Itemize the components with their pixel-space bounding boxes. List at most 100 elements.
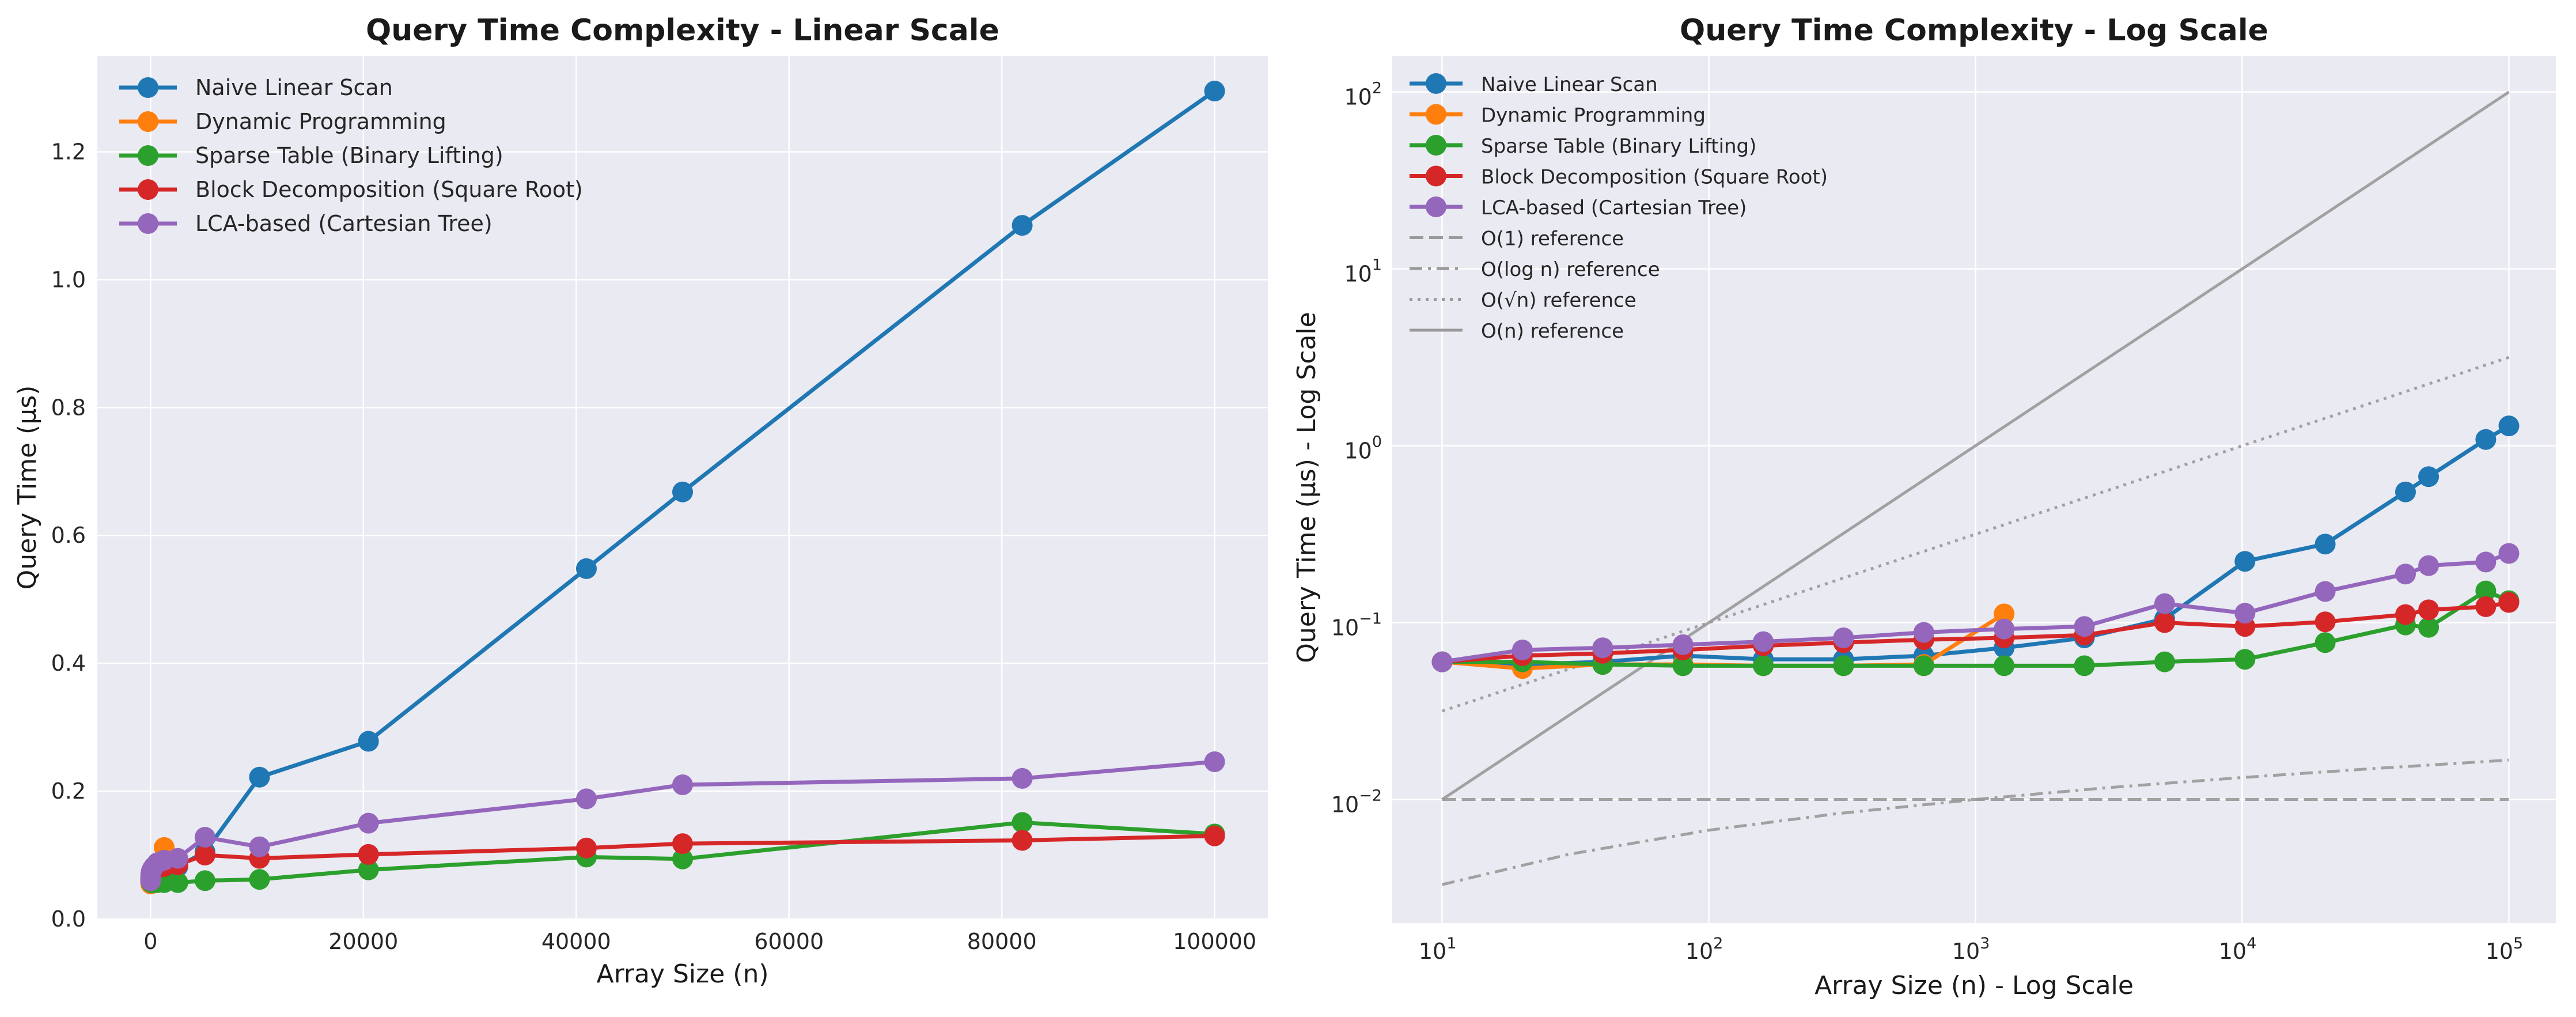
data-point-block-decomposition-square-root (2475, 596, 2497, 617)
data-point-naive-linear-scan (2314, 534, 2336, 555)
legend-entry-naive-linear-scan: Naive Linear Scan (1410, 73, 1658, 96)
y-tick-label: 0.8 (51, 395, 86, 420)
series-group-log (1431, 415, 2520, 679)
legend-label: Dynamic Programming (1481, 104, 1706, 127)
grid-linear (97, 56, 1268, 920)
data-point-lca-based-cartesian-tree (358, 812, 379, 834)
data-point-dynamic-programming (1994, 603, 2015, 625)
legend-label: LCA-based (Cartesian Tree) (1481, 196, 1747, 220)
y-tick-labels-log: 10−2 10−1 100 101 102 (1331, 80, 1382, 818)
y-tick-labels-linear: 0.0 0.2 0.4 0.6 0.8 1.0 1.2 (51, 139, 86, 932)
data-point-sparse-table-binary-lifting (194, 870, 215, 891)
x-tick-label: 80000 (967, 929, 1037, 954)
legend-entry-o-n-reference: O(n) reference (1410, 320, 1624, 343)
series-group-linear (140, 81, 1225, 894)
reference-line-o-n-reference (1441, 90, 2510, 801)
data-point-sparse-table-binary-lifting (358, 859, 379, 880)
legend-entry-lca-based-cartesian-tree: LCA-based (Cartesian Tree) (1410, 196, 1747, 220)
series-line-lca-based-cartesian-tree (1442, 551, 2510, 664)
data-point-lca-based-cartesian-tree (2498, 543, 2520, 564)
data-point-sparse-table-binary-lifting (1753, 655, 1774, 676)
legend-entry-dynamic-programming: Dynamic Programming (119, 109, 446, 134)
legend-entry-block-decomposition-square-root: Block Decomposition (Square Root) (119, 177, 583, 202)
linear-scale-chart: Query Time Complexity - Linear Scale 0 20… (13, 13, 1268, 989)
legend-label: O(n) reference (1481, 320, 1624, 343)
data-point-sparse-table-binary-lifting (2154, 651, 2175, 672)
legend-entry-block-decomposition-square-root: Block Decomposition (Square Root) (1410, 165, 1828, 189)
legend-entry-sparse-table-binary-lifting: Sparse Table (Binary Lifting) (1410, 135, 1756, 158)
legend-entry-sparse-table-binary-lifting: Sparse Table (Binary Lifting) (119, 143, 503, 168)
y-axis-label-log: Query Time (µs) - Log Scale (1292, 312, 1321, 663)
data-point-sparse-table-binary-lifting (2234, 649, 2256, 670)
x-tick-label: 100000 (1173, 929, 1256, 954)
data-point-naive-linear-scan (249, 766, 270, 788)
data-point-lca-based-cartesian-tree (576, 788, 597, 810)
legend-label: O(1) reference (1481, 228, 1624, 251)
data-point-block-decomposition-square-root (2314, 611, 2336, 633)
data-point-sparse-table-binary-lifting (2475, 580, 2497, 602)
legend-label: Naive Linear Scan (1481, 73, 1658, 96)
legend-label: Block Decomposition (Square Root) (195, 177, 583, 202)
x-axis-label-linear: Array Size (n) (596, 959, 768, 989)
legend-label: Naive Linear Scan (195, 75, 393, 100)
legend-marker (1426, 73, 1446, 94)
series-lca-based-cartesian-tree (1431, 543, 2520, 672)
data-point-block-decomposition-square-root (1204, 825, 1225, 846)
data-point-sparse-table-binary-lifting (1994, 655, 2015, 676)
data-point-block-decomposition-square-root (576, 837, 597, 859)
legend-entry-o-log-n-reference: O(log n) reference (1410, 258, 1660, 281)
data-point-sparse-table-binary-lifting (249, 869, 270, 890)
data-point-lca-based-cartesian-tree (194, 827, 215, 848)
data-point-sparse-table-binary-lifting (2418, 617, 2439, 638)
data-point-sparse-table-binary-lifting (1672, 655, 1694, 676)
y-tick-label: 10−2 (1331, 787, 1382, 817)
legend-entry-o-n-reference: O(√n) reference (1410, 289, 1636, 312)
data-point-block-decomposition-square-root (194, 845, 215, 865)
data-point-block-decomposition-square-root (2498, 592, 2520, 613)
chart-title-log: Query Time Complexity - Log Scale (1680, 13, 2268, 48)
data-point-lca-based-cartesian-tree (2234, 603, 2256, 624)
x-tick-label: 60000 (754, 929, 824, 954)
x-tick-label: 40000 (541, 929, 611, 954)
legend-entry-o-1-reference: O(1) reference (1410, 228, 1624, 251)
data-point-block-decomposition-square-root (2154, 612, 2175, 633)
data-point-naive-linear-scan (358, 731, 379, 752)
y-tick-label: 0.4 (51, 651, 86, 676)
data-point-naive-linear-scan (2234, 551, 2256, 572)
data-point-block-decomposition-square-root (2418, 599, 2439, 621)
data-point-sparse-table-binary-lifting (1833, 655, 1854, 676)
data-point-lca-based-cartesian-tree (1512, 640, 1533, 660)
series-lca-based-cartesian-tree (140, 751, 1225, 891)
x-axis-label-log: Array Size (n) - Log Scale (1814, 971, 2134, 1000)
plot-area-log (1392, 56, 2556, 923)
x-tick-label: 102 (1685, 935, 1723, 964)
data-point-lca-based-cartesian-tree (1672, 634, 1694, 655)
data-point-naive-linear-scan (576, 558, 597, 579)
y-tick-label: 0.2 (51, 778, 86, 804)
legend-marker (1426, 196, 1446, 217)
chart-title-linear: Query Time Complexity - Linear Scale (366, 13, 999, 48)
data-point-naive-linear-scan (2418, 466, 2439, 487)
y-tick-label: 1.0 (51, 267, 86, 292)
data-point-block-decomposition-square-root (672, 833, 693, 855)
legend-marker (138, 213, 158, 234)
data-point-naive-linear-scan (672, 481, 693, 502)
y-tick-label: 102 (1344, 80, 1382, 110)
data-point-lca-based-cartesian-tree (1913, 622, 1934, 643)
data-point-naive-linear-scan (1204, 81, 1225, 101)
data-point-lca-based-cartesian-tree (1204, 751, 1225, 772)
legend-marker (138, 145, 158, 166)
x-tick-label: 20000 (328, 929, 398, 954)
y-tick-label: 1.2 (51, 139, 86, 164)
data-point-sparse-table-binary-lifting (1012, 812, 1033, 833)
legend-label: Sparse Table (Binary Lifting) (195, 143, 503, 168)
y-tick-label: 101 (1344, 256, 1382, 287)
legend-label: O(√n) reference (1481, 289, 1636, 312)
data-point-naive-linear-scan (1012, 215, 1033, 236)
data-point-lca-based-cartesian-tree (2418, 555, 2439, 576)
y-tick-label: 0.0 (51, 906, 86, 932)
data-point-lca-based-cartesian-tree (1592, 637, 1613, 659)
data-point-block-decomposition-square-root (2395, 604, 2416, 625)
x-tick-labels-log: 101 102 103 104 105 (1419, 935, 2523, 964)
